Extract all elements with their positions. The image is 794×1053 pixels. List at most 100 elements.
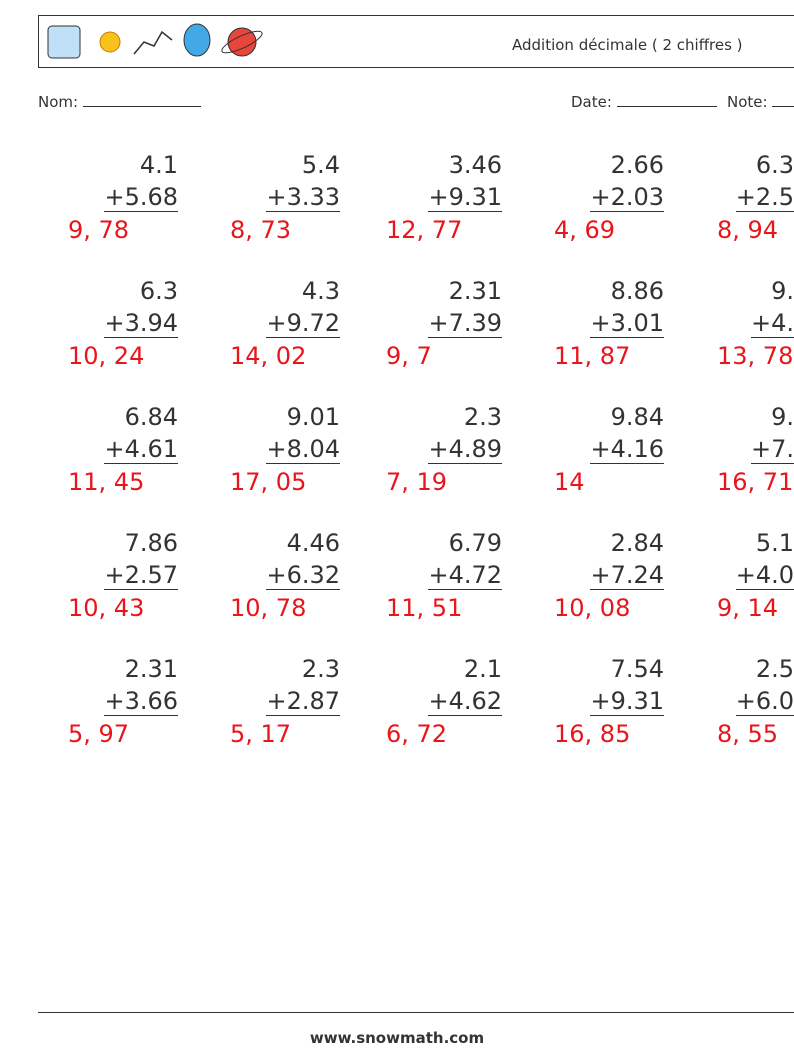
answer: 11, 87	[554, 342, 631, 370]
bottom-number-text: +4.0	[735, 561, 794, 590]
top-number: 2.31	[124, 655, 178, 683]
bottom-number: +3.33	[266, 182, 340, 212]
bottom-number-text: +7.24	[590, 561, 664, 590]
top-number: 2.84	[610, 529, 664, 557]
top-number: 4.3	[301, 277, 340, 305]
bottom-number-text: +2.03	[590, 183, 664, 212]
title: Addition décimale ( 2 chiffres )	[512, 36, 743, 54]
answer: 16, 71	[717, 468, 794, 496]
top-number: 6.79	[448, 529, 502, 557]
answer: 14	[554, 468, 585, 496]
bottom-number: +7.39	[428, 308, 502, 338]
header-box	[38, 15, 794, 68]
answer: 9, 78	[68, 216, 130, 244]
answer: 14, 02	[230, 342, 307, 370]
bottom-number-text: +9.72	[266, 309, 340, 338]
top-number: 2.31	[448, 277, 502, 305]
top-number: 6.84	[124, 403, 178, 431]
bottom-number: +7.24	[590, 560, 664, 590]
bottom-number-text: +4.	[750, 309, 794, 338]
top-number: 9.01	[286, 403, 340, 431]
answer: 11, 51	[386, 594, 463, 622]
answer: 8, 94	[717, 216, 779, 244]
answer: 17, 05	[230, 468, 307, 496]
note-label-text: Note:	[727, 93, 768, 111]
answer: 10, 43	[68, 594, 145, 622]
top-number: 5.1	[755, 529, 794, 557]
top-number: 2.66	[610, 151, 664, 179]
bottom-number: +4.89	[428, 434, 502, 464]
bottom-number-text: +2.87	[266, 687, 340, 716]
bottom-number: +8.04	[266, 434, 340, 464]
bottom-number: +9.72	[266, 308, 340, 338]
top-number: 7.54	[610, 655, 664, 683]
bottom-number-text: +4.72	[428, 561, 502, 590]
answer: 9, 14	[717, 594, 779, 622]
bottom-number-text: +2.57	[104, 561, 178, 590]
bottom-number: +4.72	[428, 560, 502, 590]
answer: 16, 85	[554, 720, 631, 748]
top-number: 9.	[771, 277, 794, 305]
bottom-number-text: +6.0	[735, 687, 794, 716]
top-number: 7.86	[124, 529, 178, 557]
bottom-number: +2.03	[590, 182, 664, 212]
bottom-number-text: +3.01	[590, 309, 664, 338]
bottom-number-text: +4.61	[104, 435, 178, 464]
footer-line	[38, 1012, 794, 1013]
bottom-number-text: +4.62	[428, 687, 502, 716]
top-number: 2.3	[463, 403, 502, 431]
bottom-number-text: +9.31	[428, 183, 502, 212]
answer: 11, 45	[68, 468, 145, 496]
top-number: 4.46	[286, 529, 340, 557]
top-number: 6.3	[755, 151, 794, 179]
bottom-number-text: +4.89	[428, 435, 502, 464]
bottom-number: +3.94	[104, 308, 178, 338]
bottom-number: +5.68	[104, 182, 178, 212]
top-number: 2.5	[755, 655, 794, 683]
bottom-number: +4.61	[104, 434, 178, 464]
bottom-number-text: +2.5	[735, 183, 794, 212]
bottom-number: +4.	[750, 308, 794, 338]
bottom-number-text: +7.39	[428, 309, 502, 338]
bottom-number: +6.32	[266, 560, 340, 590]
answer: 4, 69	[554, 216, 616, 244]
bottom-number-text: +3.94	[104, 309, 178, 338]
top-number: 8.86	[610, 277, 664, 305]
top-number: 2.3	[301, 655, 340, 683]
answer: 5, 97	[68, 720, 130, 748]
note-label: Note:	[727, 93, 794, 111]
bottom-number-text: +5.68	[104, 183, 178, 212]
answer: 13, 78	[717, 342, 794, 370]
icons	[47, 23, 263, 59]
top-number: 9.	[771, 403, 794, 431]
bottom-number: +6.0	[735, 686, 794, 716]
answer: 10, 24	[68, 342, 145, 370]
bottom-number-text: +8.04	[266, 435, 340, 464]
answer: 7, 19	[386, 468, 448, 496]
top-number: 6.3	[139, 277, 178, 305]
bottom-number: +2.5	[735, 182, 794, 212]
top-number: 4.1	[139, 151, 178, 179]
date-label: Date:	[571, 93, 717, 111]
bottom-number: +4.16	[590, 434, 664, 464]
top-number: 9.84	[610, 403, 664, 431]
bottom-number: +2.57	[104, 560, 178, 590]
answer: 12, 77	[386, 216, 463, 244]
answer: 10, 78	[230, 594, 307, 622]
answer: 6, 72	[386, 720, 448, 748]
bottom-number: +3.66	[104, 686, 178, 716]
name-label: Nom:	[38, 93, 201, 111]
bottom-number-text: +4.16	[590, 435, 664, 464]
top-number: 2.1	[463, 655, 502, 683]
bottom-number-text: +6.32	[266, 561, 340, 590]
bottom-number: +3.01	[590, 308, 664, 338]
bottom-number: +9.31	[590, 686, 664, 716]
answer: 5, 17	[230, 720, 292, 748]
answer: 9, 7	[386, 342, 432, 370]
bottom-number: +4.62	[428, 686, 502, 716]
bottom-number-text: +7.	[750, 435, 794, 464]
bottom-number-text: +3.33	[266, 183, 340, 212]
answer: 10, 08	[554, 594, 631, 622]
top-number: 3.46	[448, 151, 502, 179]
